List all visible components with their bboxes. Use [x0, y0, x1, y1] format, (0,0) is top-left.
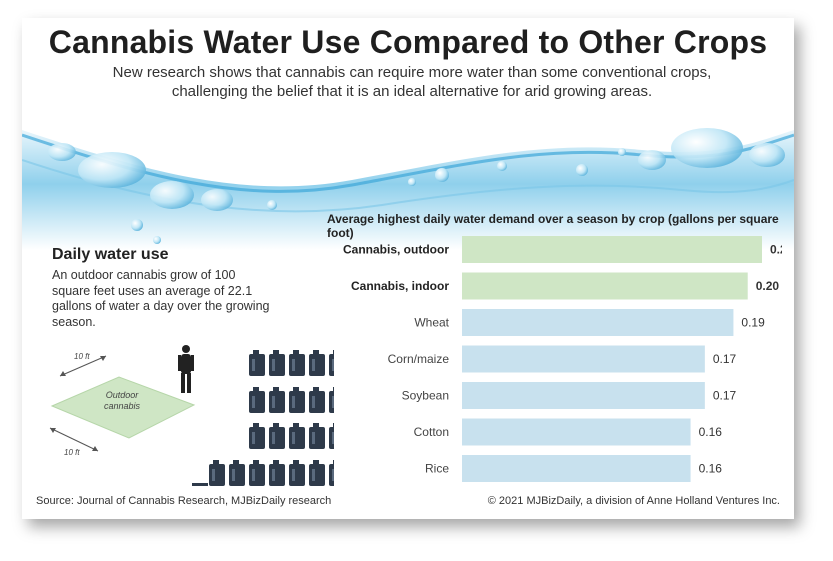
bar-0 [462, 236, 762, 263]
copyright-note: © 2021 MJBizDaily, a division of Anne Ho… [487, 495, 780, 507]
page-title: Cannabis Water Use Compared to Other Cro… [48, 24, 768, 60]
water-jug-icon [249, 387, 265, 413]
water-wave-illustration [22, 128, 794, 250]
water-jug-icon [249, 460, 265, 486]
daily-water-use-heading: Daily water use [52, 246, 169, 263]
water-jug-icon [249, 423, 265, 449]
bar-4 [462, 382, 705, 409]
category-label-6: Rice [425, 462, 449, 476]
value-label-3: 0.17 [713, 352, 737, 366]
plot-label-line1: Outdoor [106, 390, 140, 400]
water-jug-icon [309, 387, 325, 413]
value-label-0: 0.21 [770, 243, 782, 257]
bar-5 [462, 418, 691, 446]
water-jug-icon [192, 483, 208, 486]
bar-3 [462, 345, 705, 373]
water-jug-icon [269, 423, 285, 449]
value-label-4: 0.17 [713, 389, 737, 403]
water-jug-icon [269, 387, 285, 413]
value-label-5: 0.16 [699, 425, 723, 439]
water-jug-grid [192, 350, 334, 486]
water-jug-icon [269, 350, 285, 376]
water-jug-icon [249, 350, 265, 376]
bar-6 [462, 455, 691, 482]
water-jug-icon [229, 460, 245, 486]
category-label-4: Soybean [402, 389, 449, 403]
water-jug-icon [309, 423, 325, 449]
water-jug-icon [289, 387, 305, 413]
value-label-2: 0.19 [741, 316, 765, 330]
bar-2 [462, 309, 734, 336]
outdoor-plot-illustration: Outdoor cannabis 10 ft 10 ft [49, 345, 334, 486]
outdoor-plot-area [50, 376, 196, 439]
infographic-card: Cannabis Water Use Compared to Other Cro… [22, 18, 794, 519]
person-silhouette-icon [178, 345, 194, 393]
water-jug-icon [309, 460, 325, 486]
water-jug-icon [329, 460, 334, 486]
page-subtitle: New research shows that cannabis can req… [112, 64, 712, 100]
water-jug-icon [329, 350, 334, 376]
bar-chart: Cannabis, outdoor 0.21 Cannabis, indoor 0.2… [343, 236, 782, 482]
source-note: Source: Journal of Cannabis Research, MJ… [36, 495, 332, 507]
category-label-2: Wheat [414, 316, 449, 330]
water-jug-icon [209, 460, 225, 486]
chart-title: Average highest daily water demand over … [327, 212, 779, 240]
water-bubbles [48, 128, 785, 244]
dimension-arrow-top [59, 355, 107, 377]
water-jug-icon [289, 423, 305, 449]
dimension-bottom-label: 10 ft [64, 448, 80, 457]
value-label-6: 0.16 [699, 462, 723, 476]
dimension-top-label: 10 ft [74, 352, 90, 361]
water-jug-icon [329, 423, 334, 449]
value-label-1: 0.20 [756, 279, 780, 293]
category-label-5: Cotton [414, 425, 449, 439]
dimension-arrow-bottom [49, 427, 99, 452]
daily-water-use-text: An outdoor cannabis grow of 100 square f… [52, 268, 270, 329]
water-jug-icon [269, 460, 285, 486]
bar-1 [462, 272, 748, 300]
category-label-3: Corn/maize [388, 352, 450, 366]
category-label-1: Cannabis, indoor [351, 279, 449, 293]
water-jug-icon [289, 350, 305, 376]
water-jug-icon [329, 387, 334, 413]
plot-label-line2: cannabis [104, 401, 141, 411]
category-label-0: Cannabis, outdoor [343, 243, 449, 257]
water-jug-icon [289, 460, 305, 486]
water-jug-icon [309, 350, 325, 376]
